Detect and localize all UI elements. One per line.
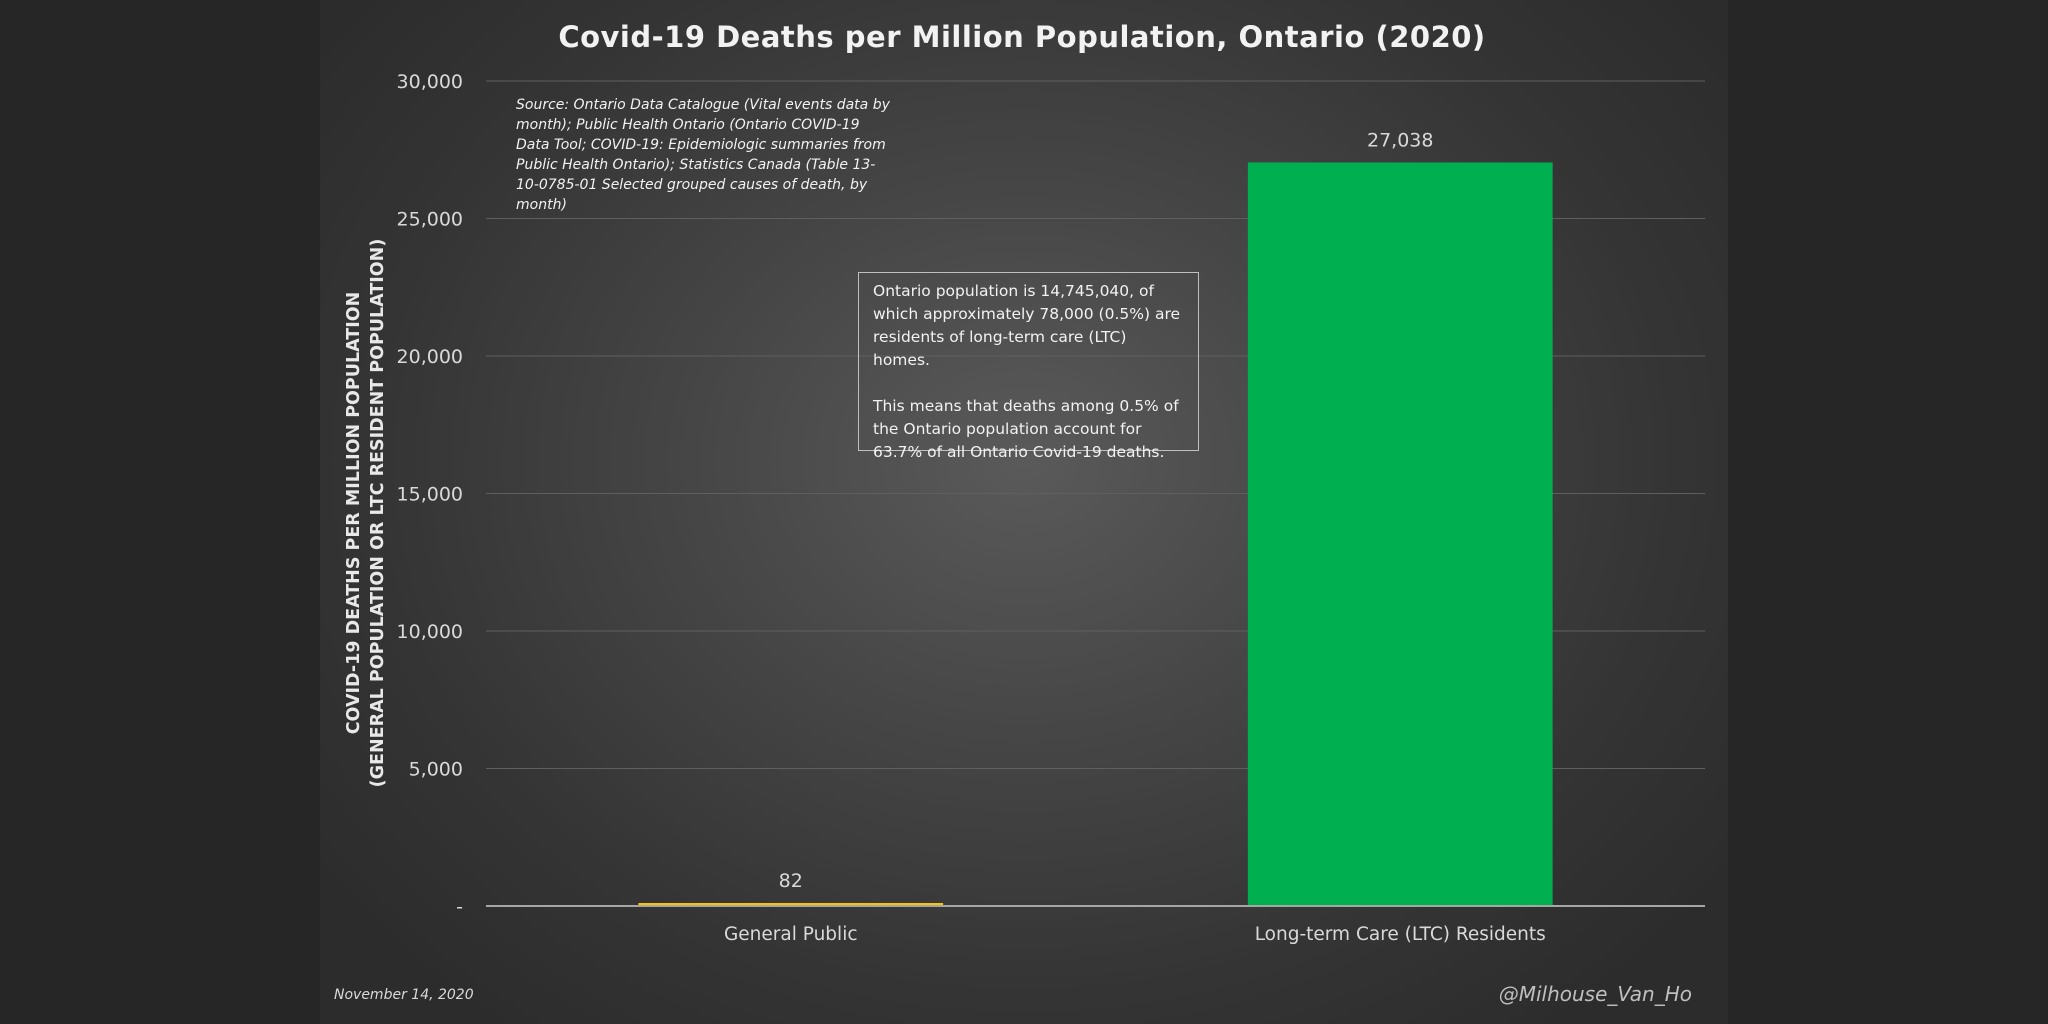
chart-title: Covid-19 Deaths per Million Population, …: [558, 20, 1485, 54]
y-axis-title-line-2: (GENERAL POPULATION OR LTC RESIDENT POPU…: [368, 239, 388, 788]
info-callout-box: Ontario population is 14,745,040, of whi…: [858, 272, 1199, 461]
data-label: 27,038: [1367, 129, 1433, 151]
data-labels: 82 27,038: [779, 129, 1434, 892]
footer-date: November 14, 2020: [334, 987, 474, 1003]
y-tick-label: 5,000: [409, 759, 463, 781]
category-labels: General Public Long-term Care (LTC) Resid…: [724, 924, 1546, 945]
y-axis-title: COVID-19 DEATHS PER MILLION POPULATION (…: [344, 239, 388, 788]
footer-handle: @Milhouse_Van_Ho: [1498, 982, 1692, 1006]
info-paragraph-1: Ontario population is 14,745,040, of whi…: [873, 282, 1181, 369]
y-tick-label: 20,000: [397, 346, 463, 368]
y-tick-label: 30,000: [397, 71, 463, 93]
y-tick-label: 15,000: [397, 484, 463, 506]
source-note: Source: Ontario Data Catalogue (Vital ev…: [516, 97, 890, 213]
bars: [638, 162, 1553, 906]
bar-general-public: [638, 903, 944, 906]
y-axis-ticks: - 5,000 10,000 15,000 20,000 25,000 30,000: [397, 71, 463, 918]
y-tick-label: 25,000: [397, 209, 463, 231]
data-label: 82: [779, 870, 803, 892]
y-tick-label: -: [456, 896, 463, 918]
y-axis-title-line-1: COVID-19 DEATHS PER MILLION POPULATION: [344, 292, 364, 735]
y-tick-label: 10,000: [397, 621, 463, 643]
category-label: General Public: [724, 924, 858, 945]
info-paragraph-2: This means that deaths among 0.5% of the…: [873, 397, 1179, 461]
category-label: Long-term Care (LTC) Residents: [1255, 924, 1546, 945]
gridlines: [486, 80, 1705, 769]
bar-ltc-residents: [1247, 162, 1553, 906]
